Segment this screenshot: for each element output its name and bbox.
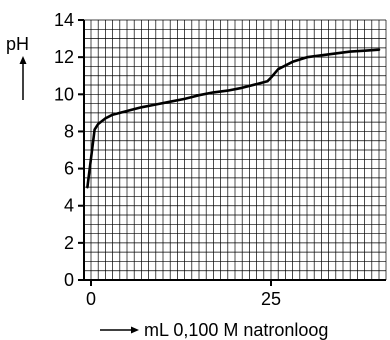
series-layer: [86, 48, 381, 189]
y-arrow-icon: [19, 56, 27, 100]
y-tick-label: 6: [64, 159, 74, 179]
x-tick-label: 0: [86, 289, 96, 309]
x-arrow-icon: [100, 326, 139, 334]
y-axis-label: pH: [6, 34, 29, 54]
grid: [84, 19, 387, 281]
x-axis-label: mL 0,100 M natronloog: [144, 320, 328, 340]
x-tick-label: 25: [261, 289, 281, 309]
y-tick-label: 8: [64, 121, 74, 141]
axes: [83, 20, 386, 281]
y-tick-label: 0: [64, 270, 74, 290]
y-tick-label: 14: [54, 10, 74, 30]
tick-marks: [78, 19, 272, 286]
series-line-0: [86, 48, 381, 189]
y-tick-label: 12: [54, 47, 74, 67]
y-tick-label: 4: [64, 196, 74, 216]
y-tick-label: 10: [54, 84, 74, 104]
tick-labels: 0 2 4 6 8 10 12 14 0 25: [54, 10, 281, 309]
y-tick-label: 2: [64, 233, 74, 253]
